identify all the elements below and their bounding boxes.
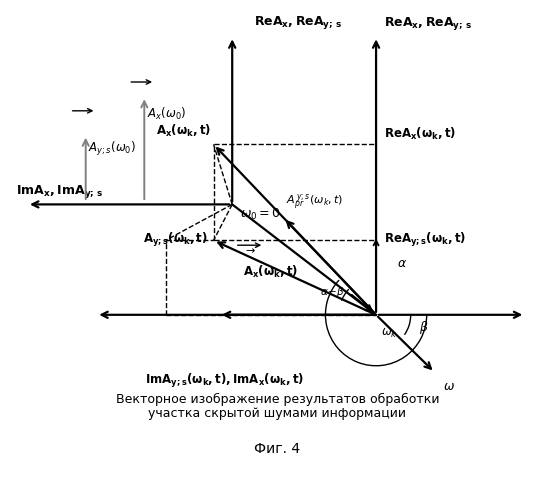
Text: $\alpha\!-\!\beta$: $\alpha\!-\!\beta$ [320, 284, 345, 298]
Text: $\mathbf{ReA_x, ReA_{y;\,s}}$: $\mathbf{ReA_x, ReA_{y;\,s}}$ [384, 14, 472, 32]
Text: $\beta$: $\beta$ [419, 319, 428, 336]
Text: $\mathbf{ReA_{y;s}(\omega_k,t)}$: $\mathbf{ReA_{y;s}(\omega_k,t)}$ [384, 232, 466, 250]
Text: $\mathbf{ImA_{y;s}(\omega_k,t), ImA_x(\omega_k,t)}$: $\mathbf{ImA_{y;s}(\omega_k,t), ImA_x(\o… [145, 372, 304, 390]
Text: $\omega$: $\omega$ [443, 380, 455, 392]
Text: $\mathbf{A_x(\omega_k,t)}$: $\mathbf{A_x(\omega_k,t)}$ [243, 264, 298, 280]
Text: $A_x(\omega_0)$: $A_x(\omega_0)$ [147, 106, 186, 122]
Text: $\mathbf{ReA_x, ReA_{y;\,s}}$: $\mathbf{ReA_x, ReA_{y;\,s}}$ [254, 14, 342, 30]
Text: $A_{y;s}(\omega_0)$: $A_{y;s}(\omega_0)$ [88, 140, 137, 158]
Text: Векторное изображение результатов обработки: Векторное изображение результатов обрабо… [116, 393, 439, 406]
Text: $\mathbf{ReA_x(\omega_k,t)}$: $\mathbf{ReA_x(\omega_k,t)}$ [384, 126, 456, 142]
Text: Фиг. 4: Фиг. 4 [254, 442, 301, 456]
Text: $A_{pr}^{\,y;s}(\omega_k,t)$: $A_{pr}^{\,y;s}(\omega_k,t)$ [286, 193, 344, 213]
Text: $\mathbf{ImA_x, ImA_{y;\,s}}$: $\mathbf{ImA_x, ImA_{y;\,s}}$ [17, 182, 104, 200]
Text: $\omega_0 = 0$: $\omega_0 = 0$ [240, 207, 281, 222]
Text: $\mathbf{A_x(\omega_k,t)}$: $\mathbf{A_x(\omega_k,t)}$ [156, 122, 211, 138]
Text: $\rightarrow$: $\rightarrow$ [243, 245, 256, 255]
Text: участка скрытой шумами информации: участка скрытой шумами информации [149, 408, 406, 420]
Text: $\omega_k$: $\omega_k$ [381, 327, 398, 340]
Text: $\mathbf{A_{y;s}(\omega_k,t)}$: $\mathbf{A_{y;s}(\omega_k,t)}$ [143, 232, 208, 250]
Text: $\alpha$: $\alpha$ [397, 257, 407, 270]
